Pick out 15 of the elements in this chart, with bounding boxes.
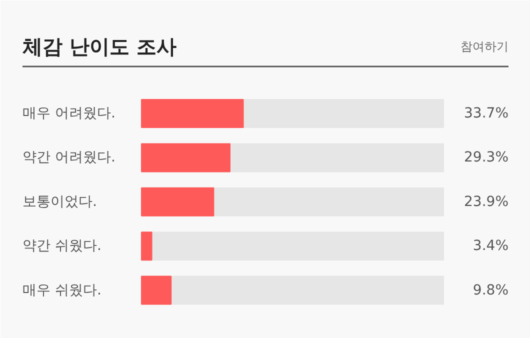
data-label: 33.7% bbox=[464, 106, 509, 122]
bar bbox=[141, 276, 172, 305]
data-label: 23.9% bbox=[464, 194, 509, 210]
bar bbox=[141, 187, 214, 216]
chart-title: 체감 난이도 조사 bbox=[22, 34, 176, 58]
y-tick-label: 보통이었다. bbox=[22, 194, 97, 210]
y-tick-label: 매우 어려웠다. bbox=[22, 106, 116, 122]
y-tick-label: 매우 쉬웠다. bbox=[22, 282, 102, 298]
text: 참여하기 bbox=[460, 40, 508, 54]
bar bbox=[141, 232, 152, 261]
y-tick-label: 약간 어려웠다. bbox=[22, 150, 116, 166]
y-tick-label: 약간 쉬웠다. bbox=[22, 238, 102, 254]
data-label: 3.4% bbox=[472, 238, 509, 254]
data-label: 9.8% bbox=[472, 282, 509, 298]
data-label: 29.3% bbox=[464, 150, 509, 166]
